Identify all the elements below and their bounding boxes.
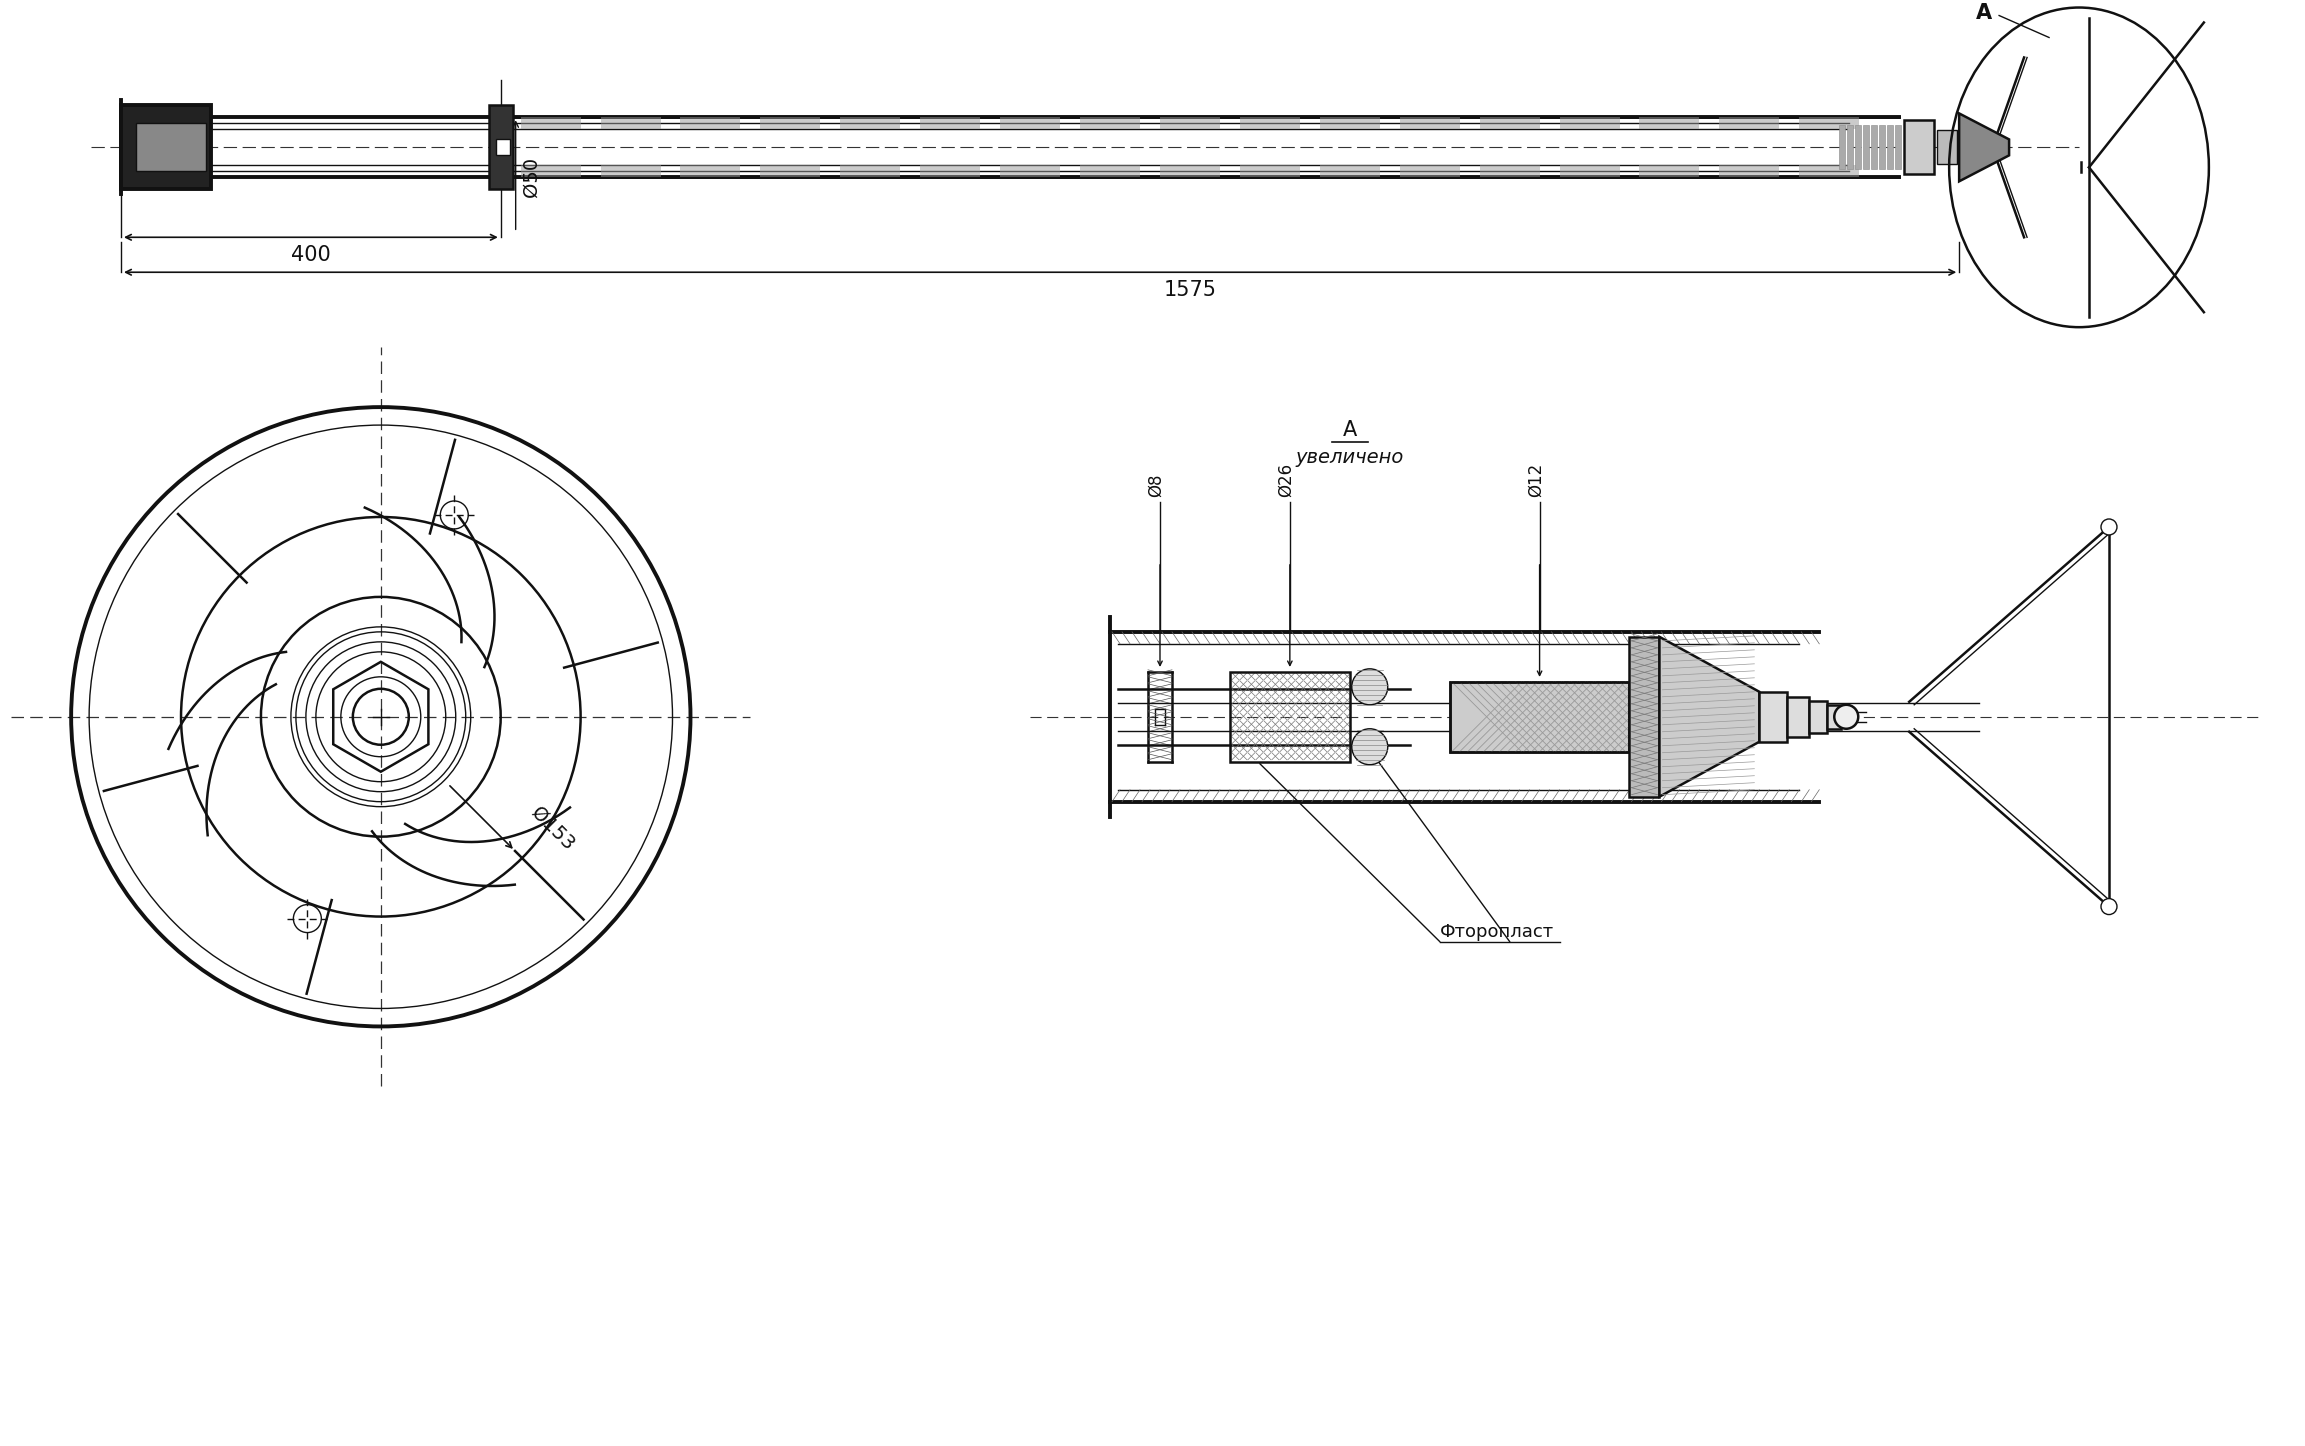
Bar <box>496 139 509 155</box>
Bar <box>1159 165 1219 178</box>
Bar <box>602 117 662 129</box>
Bar <box>1560 165 1620 178</box>
Bar <box>1862 126 1869 169</box>
Bar <box>920 165 980 178</box>
Polygon shape <box>1660 636 1759 797</box>
Bar <box>1321 165 1381 178</box>
Bar <box>1480 117 1540 129</box>
Bar <box>1639 117 1699 129</box>
Text: Ø8: Ø8 <box>1148 473 1164 497</box>
Bar <box>1240 165 1300 178</box>
Bar <box>1879 126 1885 169</box>
Bar <box>1000 165 1060 178</box>
Bar <box>1159 117 1219 129</box>
Bar <box>1904 120 1934 175</box>
Bar <box>1630 636 1660 797</box>
Bar <box>1809 701 1828 733</box>
Bar <box>1000 117 1060 129</box>
Bar <box>761 117 821 129</box>
Polygon shape <box>1959 113 2010 181</box>
Text: Ø12: Ø12 <box>1526 463 1544 497</box>
Bar <box>602 165 662 178</box>
Bar <box>1888 126 1892 169</box>
Bar <box>136 123 205 171</box>
Circle shape <box>1351 669 1388 704</box>
Bar <box>1839 126 1846 169</box>
Bar <box>1872 126 1876 169</box>
Bar <box>1399 117 1459 129</box>
Bar <box>521 117 581 129</box>
Text: 1575: 1575 <box>1164 281 1217 301</box>
Bar <box>1856 126 1860 169</box>
Text: Ø50: Ø50 <box>521 158 542 198</box>
Bar <box>761 165 821 178</box>
Bar <box>1480 165 1540 178</box>
Text: увеличено: увеличено <box>1295 448 1404 467</box>
Circle shape <box>2100 898 2116 914</box>
Circle shape <box>2100 519 2116 535</box>
Text: A: A <box>1344 421 1358 440</box>
Bar <box>680 117 740 129</box>
Bar <box>1560 117 1620 129</box>
Bar <box>1936 130 1957 165</box>
Bar <box>122 106 212 189</box>
Bar <box>1639 165 1699 178</box>
Text: Ø153: Ø153 <box>528 804 579 855</box>
Bar <box>521 165 581 178</box>
Bar <box>1450 683 1630 752</box>
Bar <box>1800 165 1860 178</box>
Bar <box>1081 117 1141 129</box>
Bar <box>1399 165 1459 178</box>
Bar <box>1321 117 1381 129</box>
Bar <box>841 165 901 178</box>
Bar <box>920 117 980 129</box>
Bar <box>841 117 901 129</box>
Bar <box>1231 672 1351 762</box>
Bar <box>1720 117 1779 129</box>
Bar <box>1240 117 1300 129</box>
Bar <box>1759 691 1786 742</box>
Bar <box>680 165 740 178</box>
Bar <box>1828 704 1842 729</box>
Bar <box>1081 165 1141 178</box>
Text: Ø26: Ø26 <box>1277 463 1295 497</box>
Circle shape <box>1835 704 1858 729</box>
Bar <box>1450 683 1630 752</box>
Bar <box>1720 165 1779 178</box>
Bar <box>1800 117 1860 129</box>
Bar <box>1846 126 1853 169</box>
Bar <box>1895 126 1902 169</box>
Bar <box>489 106 512 189</box>
Text: A: A <box>1975 3 1992 23</box>
Bar <box>1786 697 1809 737</box>
Text: Фторопласт: Фторопласт <box>1441 923 1554 940</box>
Text: 400: 400 <box>290 246 330 265</box>
Circle shape <box>1351 729 1388 765</box>
